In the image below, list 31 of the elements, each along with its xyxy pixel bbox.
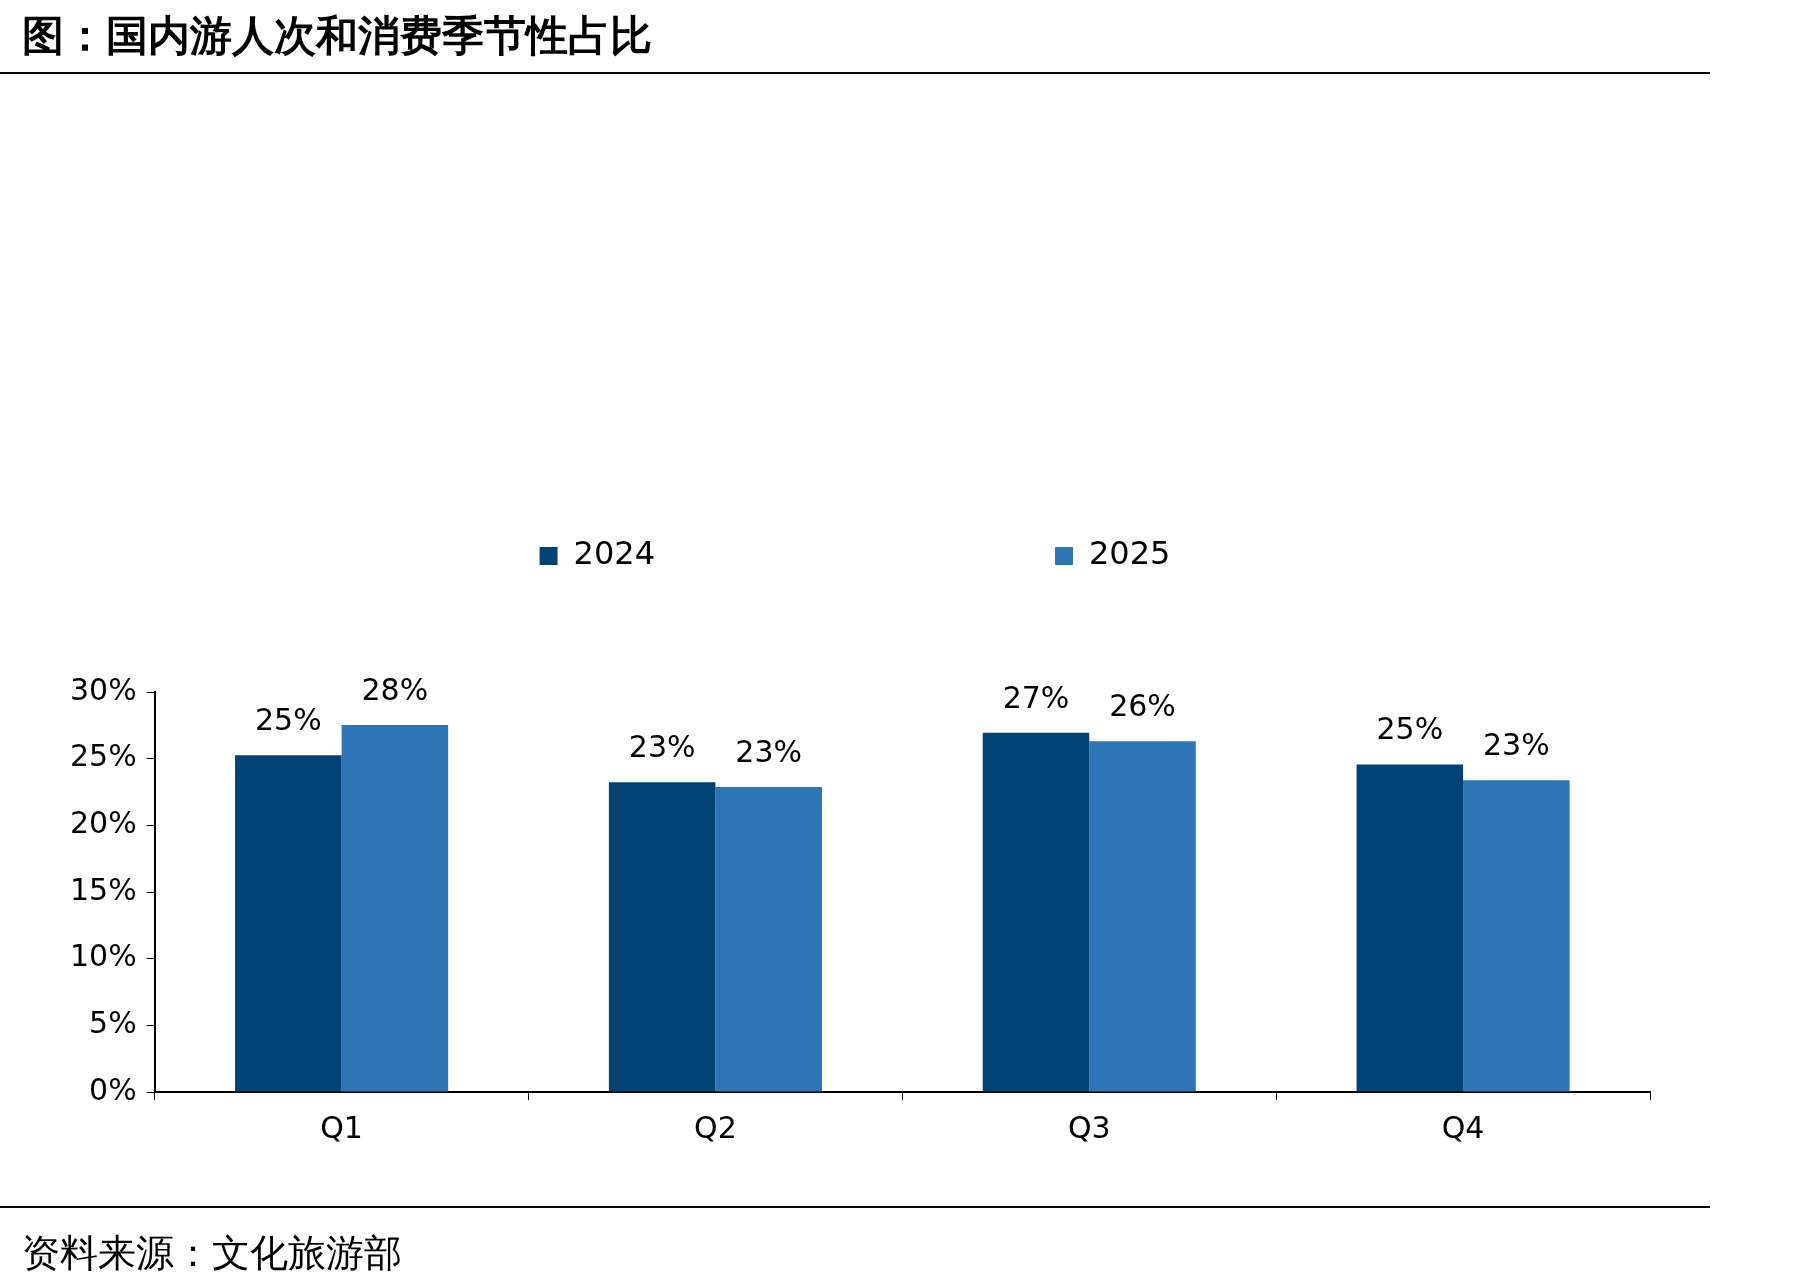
y-tick-label: 10% bbox=[69, 938, 137, 974]
y-tick-label: 0% bbox=[89, 1071, 137, 1107]
x-tick-label: Q4 bbox=[1441, 1109, 1485, 1145]
bar bbox=[1089, 741, 1196, 1092]
data-label: 23% bbox=[1483, 727, 1550, 763]
data-label: 23% bbox=[735, 733, 803, 769]
data-label: 25% bbox=[254, 702, 322, 738]
data-label: 26% bbox=[1109, 688, 1176, 724]
legend-label: 2025 bbox=[1089, 534, 1171, 573]
data-label: 25% bbox=[1376, 711, 1444, 747]
data-label: 27% bbox=[1002, 679, 1070, 715]
y-tick-label: 25% bbox=[69, 738, 137, 774]
bar bbox=[341, 724, 449, 1092]
bar bbox=[982, 732, 1090, 1092]
bar bbox=[235, 755, 342, 1092]
chart-title: 图：国内游人次和消费季节性占比 bbox=[22, 10, 652, 62]
x-tick-label: Q3 bbox=[1067, 1109, 1111, 1145]
legend-label: 2024 bbox=[573, 534, 655, 573]
y-tick-label: 30% bbox=[69, 671, 137, 707]
bar bbox=[1463, 780, 1570, 1092]
y-tick-label: 5% bbox=[89, 1005, 137, 1041]
x-tick-label: Q2 bbox=[694, 1109, 737, 1145]
bar bbox=[715, 786, 822, 1092]
data-label: 23% bbox=[628, 728, 696, 764]
text: 资料来源：文化旅游部 bbox=[22, 1230, 402, 1277]
y-tick-label: 20% bbox=[69, 805, 137, 841]
bar bbox=[1356, 764, 1464, 1092]
y-tick-label: 15% bbox=[69, 871, 137, 907]
data-label: 28% bbox=[361, 671, 429, 707]
x-tick-label: Q1 bbox=[320, 1109, 363, 1145]
bar bbox=[608, 782, 716, 1092]
